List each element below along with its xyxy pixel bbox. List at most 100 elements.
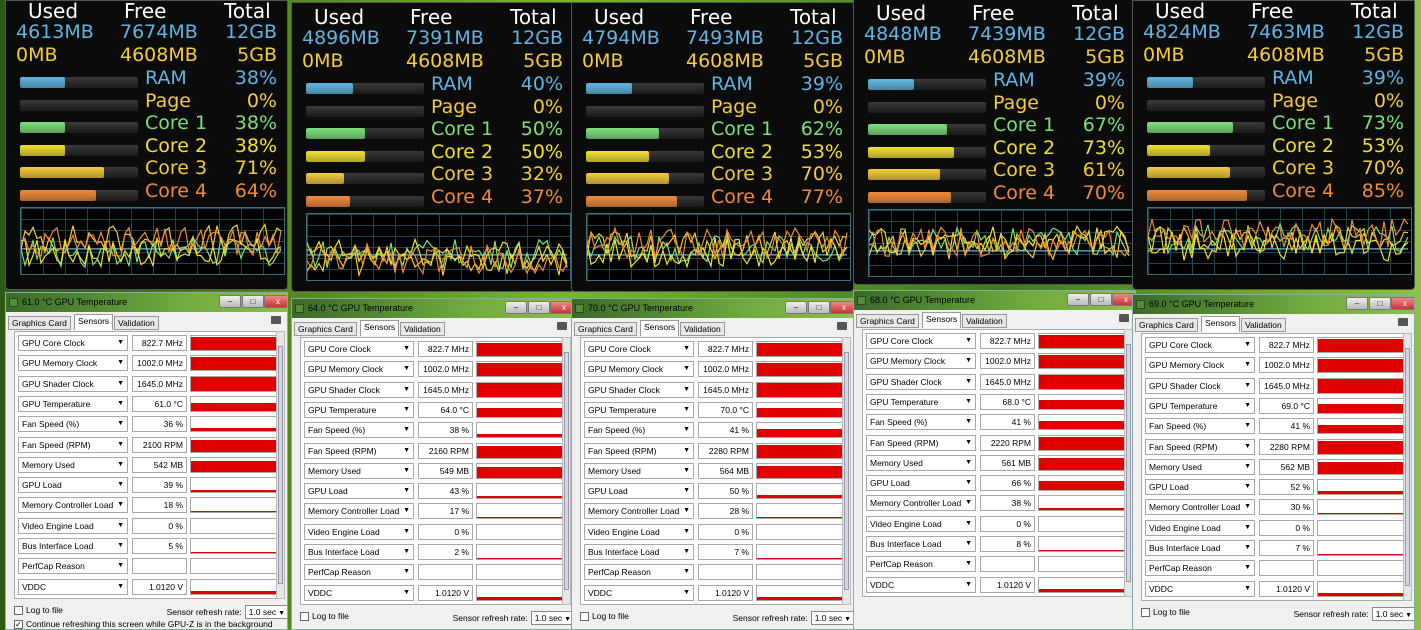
- sensor-name-dropdown[interactable]: GPU Load ▼: [304, 483, 414, 500]
- minimize-icon[interactable]: –: [1067, 293, 1089, 306]
- tab-validation[interactable]: Validation: [962, 314, 1007, 328]
- sensor-name-dropdown[interactable]: GPU Temperature ▼: [18, 395, 128, 412]
- sensor-name-dropdown[interactable]: PerfCap Reason ▼: [1145, 560, 1255, 577]
- sensor-name-dropdown[interactable]: GPU Shader Clock ▼: [304, 381, 414, 398]
- sensor-name-dropdown[interactable]: Fan Speed (RPM) ▼: [1145, 438, 1255, 455]
- sensor-name-dropdown[interactable]: GPU Temperature ▼: [866, 393, 976, 410]
- tab-sensors[interactable]: Sensors: [360, 320, 400, 336]
- scrollbar-thumb[interactable]: [1126, 344, 1131, 582]
- close-icon[interactable]: x: [830, 301, 853, 314]
- sensor-name-dropdown[interactable]: GPU Core Clock ▼: [304, 341, 414, 357]
- sensor-name-dropdown[interactable]: VDDC ▼: [866, 576, 976, 593]
- tab-sensors[interactable]: Sensors: [1201, 316, 1241, 332]
- sensor-name-dropdown[interactable]: PerfCap Reason ▼: [584, 564, 694, 581]
- scrollbar[interactable]: [562, 337, 571, 605]
- minimize-icon[interactable]: –: [785, 301, 807, 314]
- sensor-name-dropdown[interactable]: Memory Controller Load ▼: [866, 495, 976, 512]
- tab-sensors[interactable]: Sensors: [922, 312, 962, 328]
- camera-icon[interactable]: [837, 322, 847, 330]
- tab-validation[interactable]: Validation: [400, 322, 445, 336]
- maximize-icon[interactable]: □: [808, 301, 830, 314]
- tab-graphics-card[interactable]: Graphics Card: [8, 316, 71, 330]
- camera-icon[interactable]: [271, 316, 281, 324]
- scrollbar-thumb[interactable]: [1405, 348, 1410, 586]
- log-to-file-checkbox[interactable]: Log to file: [1141, 607, 1190, 618]
- sensor-name-dropdown[interactable]: GPU Shader Clock ▼: [1145, 377, 1255, 394]
- sensor-name-dropdown[interactable]: GPU Core Clock ▼: [1145, 337, 1255, 353]
- scrollbar[interactable]: [1403, 333, 1412, 601]
- sensor-name-dropdown[interactable]: PerfCap Reason ▼: [304, 564, 414, 581]
- maximize-icon[interactable]: □: [1369, 297, 1391, 310]
- sensor-name-dropdown[interactable]: Memory Controller Load ▼: [1145, 499, 1255, 516]
- sensor-name-dropdown[interactable]: Video Engine Load ▼: [1145, 519, 1255, 536]
- sensor-name-dropdown[interactable]: VDDC ▼: [304, 584, 414, 601]
- sensor-name-dropdown[interactable]: Bus Interface Load ▼: [584, 544, 694, 560]
- sensor-name-dropdown[interactable]: GPU Load ▼: [18, 477, 128, 494]
- sensor-name-dropdown[interactable]: Memory Used ▼: [18, 456, 128, 473]
- sensor-name-dropdown[interactable]: Bus Interface Load ▼: [1145, 540, 1255, 556]
- minimize-icon[interactable]: –: [505, 301, 527, 314]
- gpuz-titlebar[interactable]: 61.0 °C GPU Temperature: [6, 293, 287, 312]
- sensor-name-dropdown[interactable]: GPU Memory Clock ▼: [584, 361, 694, 378]
- sensor-name-dropdown[interactable]: Memory Used ▼: [304, 462, 414, 479]
- scrollbar[interactable]: [842, 337, 851, 605]
- maximize-icon[interactable]: □: [242, 295, 264, 308]
- tab-validation[interactable]: Validation: [1241, 318, 1286, 332]
- sensor-name-dropdown[interactable]: Video Engine Load ▼: [584, 523, 694, 540]
- log-to-file-checkbox[interactable]: Log to file: [580, 611, 629, 622]
- tab-validation[interactable]: Validation: [114, 316, 159, 330]
- sensor-name-dropdown[interactable]: GPU Load ▼: [1145, 479, 1255, 496]
- scrollbar-thumb[interactable]: [278, 346, 283, 584]
- scrollbar-thumb[interactable]: [564, 352, 569, 590]
- close-icon[interactable]: x: [550, 301, 573, 314]
- continue-refresh-checkbox[interactable]: ✓ Continue refreshing this screen while G…: [14, 619, 287, 629]
- sensor-name-dropdown[interactable]: GPU Load ▼: [866, 475, 976, 492]
- sensor-name-dropdown[interactable]: GPU Core Clock ▼: [18, 335, 128, 351]
- camera-icon[interactable]: [1398, 318, 1408, 326]
- sensor-name-dropdown[interactable]: Video Engine Load ▼: [304, 523, 414, 540]
- sensor-name-dropdown[interactable]: VDDC ▼: [1145, 580, 1255, 597]
- gpuz-titlebar[interactable]: 64.0 °C GPU Temperature: [292, 299, 573, 318]
- sensor-name-dropdown[interactable]: Video Engine Load ▼: [866, 515, 976, 532]
- tab-graphics-card[interactable]: Graphics Card: [574, 322, 637, 336]
- close-icon[interactable]: x: [1391, 297, 1414, 310]
- sensor-name-dropdown[interactable]: GPU Memory Clock ▼: [1145, 357, 1255, 374]
- sensor-name-dropdown[interactable]: Fan Speed (RPM) ▼: [866, 434, 976, 451]
- refresh-rate-select[interactable]: 1.0 sec ▼: [244, 604, 287, 619]
- scrollbar[interactable]: [276, 331, 285, 599]
- sensor-name-dropdown[interactable]: GPU Memory Clock ▼: [304, 361, 414, 378]
- sensor-name-dropdown[interactable]: GPU Memory Clock ▼: [866, 353, 976, 370]
- tab-graphics-card[interactable]: Graphics Card: [1135, 318, 1198, 332]
- sensor-name-dropdown[interactable]: Fan Speed (RPM) ▼: [18, 436, 128, 453]
- sensor-name-dropdown[interactable]: Memory Used ▼: [866, 454, 976, 471]
- sensor-name-dropdown[interactable]: Bus Interface Load ▼: [866, 536, 976, 552]
- sensor-name-dropdown[interactable]: PerfCap Reason ▼: [866, 556, 976, 573]
- refresh-rate-select[interactable]: 1.0 sec ▼: [530, 610, 573, 625]
- sensor-name-dropdown[interactable]: Memory Controller Load ▼: [584, 503, 694, 520]
- minimize-icon[interactable]: –: [219, 295, 241, 308]
- sensor-name-dropdown[interactable]: GPU Temperature ▼: [1145, 397, 1255, 414]
- log-to-file-checkbox[interactable]: Log to file: [300, 611, 349, 622]
- maximize-icon[interactable]: □: [528, 301, 550, 314]
- sensor-name-dropdown[interactable]: GPU Shader Clock ▼: [18, 375, 128, 392]
- sensor-name-dropdown[interactable]: VDDC ▼: [584, 584, 694, 601]
- tab-validation[interactable]: Validation: [680, 322, 725, 336]
- sensor-name-dropdown[interactable]: Bus Interface Load ▼: [18, 538, 128, 554]
- refresh-rate-select[interactable]: 1.0 sec ▼: [810, 610, 853, 625]
- gpuz-titlebar[interactable]: 69.0 °C GPU Temperature: [1133, 295, 1414, 314]
- sensor-name-dropdown[interactable]: GPU Core Clock ▼: [866, 333, 976, 349]
- sensor-name-dropdown[interactable]: Fan Speed (%) ▼: [866, 414, 976, 431]
- sensor-name-dropdown[interactable]: Fan Speed (RPM) ▼: [584, 442, 694, 459]
- maximize-icon[interactable]: □: [1090, 293, 1112, 306]
- sensor-name-dropdown[interactable]: VDDC ▼: [18, 578, 128, 595]
- sensor-name-dropdown[interactable]: Fan Speed (%) ▼: [1145, 418, 1255, 435]
- sensor-name-dropdown[interactable]: Video Engine Load ▼: [18, 517, 128, 534]
- camera-icon[interactable]: [1119, 314, 1129, 322]
- sensor-name-dropdown[interactable]: GPU Core Clock ▼: [584, 341, 694, 357]
- gpuz-titlebar[interactable]: 70.0 °C GPU Temperature: [572, 299, 853, 318]
- gpuz-titlebar[interactable]: 68.0 °C GPU Temperature: [854, 291, 1135, 310]
- sensor-name-dropdown[interactable]: GPU Load ▼: [584, 483, 694, 500]
- sensor-name-dropdown[interactable]: Fan Speed (%) ▼: [304, 422, 414, 439]
- sensor-name-dropdown[interactable]: GPU Shader Clock ▼: [584, 381, 694, 398]
- sensor-name-dropdown[interactable]: GPU Temperature ▼: [304, 401, 414, 418]
